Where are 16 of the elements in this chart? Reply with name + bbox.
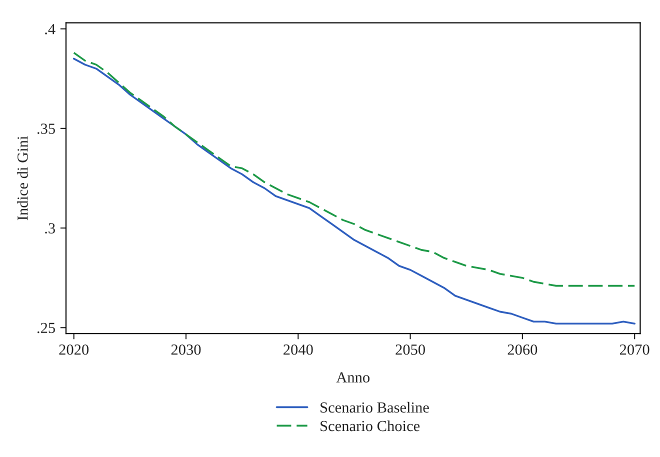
x-axis-title: Anno	[336, 372, 370, 383]
y-tick-label: .4	[45, 24, 56, 34]
x-tick-label: 2060	[508, 344, 538, 355]
legend-label: Scenario Choice	[320, 420, 420, 432]
x-tick-label: 2030	[171, 344, 201, 355]
x-tick-label: 2050	[396, 344, 425, 355]
y-tick-label: .3	[45, 223, 55, 234]
line-series	[72, 52, 636, 287]
line-series	[72, 58, 636, 325]
x-tick-label: 2020	[59, 344, 89, 355]
x-tick-label: 2070	[620, 344, 650, 355]
y-tick-label: .25	[37, 322, 55, 334]
legend-label: Scenario Baseline	[320, 402, 429, 413]
y-axis-title: Indice di Gini	[17, 136, 28, 220]
y-tick-label: .35	[37, 124, 55, 134]
x-tick-label: 2040	[284, 344, 313, 355]
